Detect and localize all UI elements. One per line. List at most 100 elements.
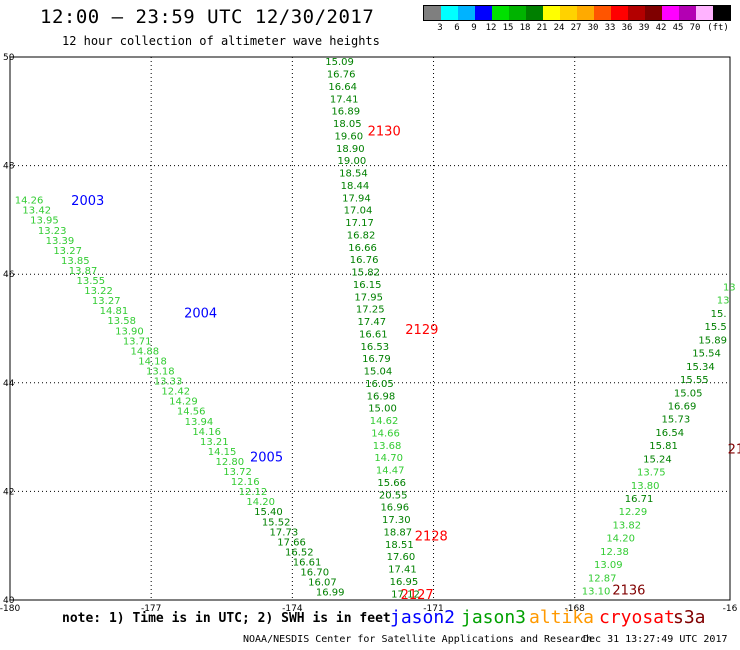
wave-height-value: 17.47 (357, 317, 386, 328)
wave-height-value: 16.70 (300, 568, 329, 579)
color-scale-label: 27 (570, 23, 582, 33)
color-scale-label: 15 (502, 23, 514, 33)
wave-height-value: 12.80 (215, 457, 244, 468)
wave-height-value: 15.89 (698, 335, 727, 346)
latitude-tick-label: 50 (3, 53, 15, 63)
color-swatch (475, 6, 492, 20)
wave-height-value: 18.90 (336, 144, 365, 155)
color-scale-label: 18 (519, 23, 531, 33)
wave-height-value: 14.81 (100, 306, 129, 317)
color-swatch (611, 6, 628, 20)
latitude-tick-label: 42 (3, 487, 14, 497)
latitude-tick-label: 40 (3, 596, 15, 606)
color-swatch (458, 6, 475, 20)
legend-item-jason3: jason3 (461, 607, 527, 628)
wave-height-value: 13.39 (46, 236, 75, 247)
color-swatch (509, 6, 526, 20)
wave-height-value: 12.29 (619, 507, 648, 518)
color-swatch (492, 6, 509, 20)
wave-height-value: 13.21 (200, 437, 229, 448)
wave-height-value: 12.12 (239, 487, 268, 498)
wave-height-value: 16.61 (359, 329, 388, 340)
wave-height-value: 13.82 (612, 520, 641, 531)
footer-source: NOAA/NESDIS Center for Satellite Applica… (243, 634, 593, 645)
color-scale-labels: 3 6 9 12 15 18 21 24 27 30 33 36 39 42 45 70 (ft) (423, 21, 740, 33)
pass-label: 2003 (71, 194, 104, 209)
wave-height-value: 15.66 (377, 478, 406, 489)
wave-height-value: 18.87 (384, 527, 413, 538)
color-scale-label: 70 (689, 23, 701, 33)
wave-height-value: 13.87 (69, 266, 98, 277)
latitude-tick-label: 48 (3, 162, 15, 172)
wave-height-value: 13.10 (582, 587, 611, 598)
wave-height-value: 13.18 (146, 367, 175, 378)
wave-height-value: 13.22 (84, 286, 113, 297)
wave-height-value: 13.95 (30, 216, 59, 227)
wave-height-value: 16.71 (625, 494, 654, 505)
wave-height-value: 14.15 (208, 447, 237, 458)
wave-height-value: 17.30 (382, 515, 411, 526)
wave-height-value: 13.71 (123, 336, 152, 347)
color-swatch (577, 6, 594, 20)
footer-timestamp: Dec 31 13:27:49 UTC 2017 (583, 634, 728, 645)
wave-height-value: 14.70 (374, 453, 403, 464)
wave-height-value: 16.99 (316, 588, 345, 599)
wave-height-value: 16.52 (285, 547, 314, 558)
wave-height-value: 15.40 (254, 507, 283, 518)
wave-height-value: 16.69 (668, 401, 697, 412)
color-swatch (713, 6, 730, 20)
wave-height-value: 17.12 (391, 589, 420, 600)
wave-height-value: 15.82 (351, 268, 380, 279)
wave-height-value: 18.51 (385, 540, 414, 551)
map-frame (9, 56, 731, 601)
wave-height-value: 14.56 (177, 407, 206, 418)
color-swatch (441, 6, 458, 20)
wave-height-value: 17.25 (356, 305, 385, 316)
pass-label: 2136 (612, 584, 645, 599)
wave-height-value: 18.54 (339, 169, 368, 180)
wave-height-value: 17.73 (270, 527, 299, 538)
pass-label: 2004 (184, 307, 217, 322)
wave-height-value: 13 (717, 296, 730, 307)
wave-height-value: 13.27 (92, 296, 121, 307)
wave-height-value: 14.20 (246, 497, 275, 508)
wave-height-value: 16.79 (362, 354, 391, 365)
longitude-tick-label: -168 (564, 604, 585, 614)
color-scale-label: 30 (587, 23, 599, 33)
wave-height-value: 19.00 (338, 156, 367, 167)
wave-height-value: 17.41 (330, 94, 359, 105)
color-swatch (560, 6, 577, 20)
legend-item-jason2: jason2 (390, 607, 456, 628)
wave-height-value: 15.00 (368, 404, 397, 415)
color-swatch (543, 6, 560, 20)
wave-height-value: 14.26 (15, 196, 44, 207)
wave-height-value: 16.15 (353, 280, 382, 291)
wave-height-value: 12.16 (231, 477, 260, 488)
wave-height-value: 16.53 (361, 342, 390, 353)
wave-height-value: 14.66 (371, 428, 400, 439)
wave-height-value: 14.88 (131, 346, 160, 357)
color-swatch (424, 6, 441, 20)
color-scale-label: 24 (553, 23, 565, 33)
color-swatch (628, 6, 645, 20)
color-swatch (645, 6, 662, 20)
wave-height-value: 15. (711, 309, 727, 320)
wave-height-value: 17.04 (344, 206, 373, 217)
pass-label: 2130 (368, 125, 401, 140)
wave-height-value: 14.62 (370, 416, 399, 427)
wave-height-value: 13.58 (107, 316, 136, 327)
pass-label: 21 (728, 442, 740, 457)
legend-item-altika: altika (529, 607, 595, 628)
color-scale-label: 45 (672, 23, 684, 33)
wave-height-value: 16.76 (327, 70, 356, 81)
wave-height-value: 16.76 (350, 255, 379, 266)
color-scale-label: (ft) (707, 23, 729, 33)
color-scale-label: 33 (604, 23, 616, 33)
wave-height-value: 13.72 (223, 467, 252, 478)
wave-height-value: 15.04 (364, 367, 393, 378)
wave-height-value: 17.66 (277, 537, 306, 548)
wave-height-value: 13.85 (61, 256, 90, 267)
wave-height-value: 12.42 (161, 387, 190, 398)
wave-height-value: 16.82 (347, 230, 376, 241)
chart-title: 12:00 – 23:59 UTC 12/30/2017 (40, 6, 375, 28)
